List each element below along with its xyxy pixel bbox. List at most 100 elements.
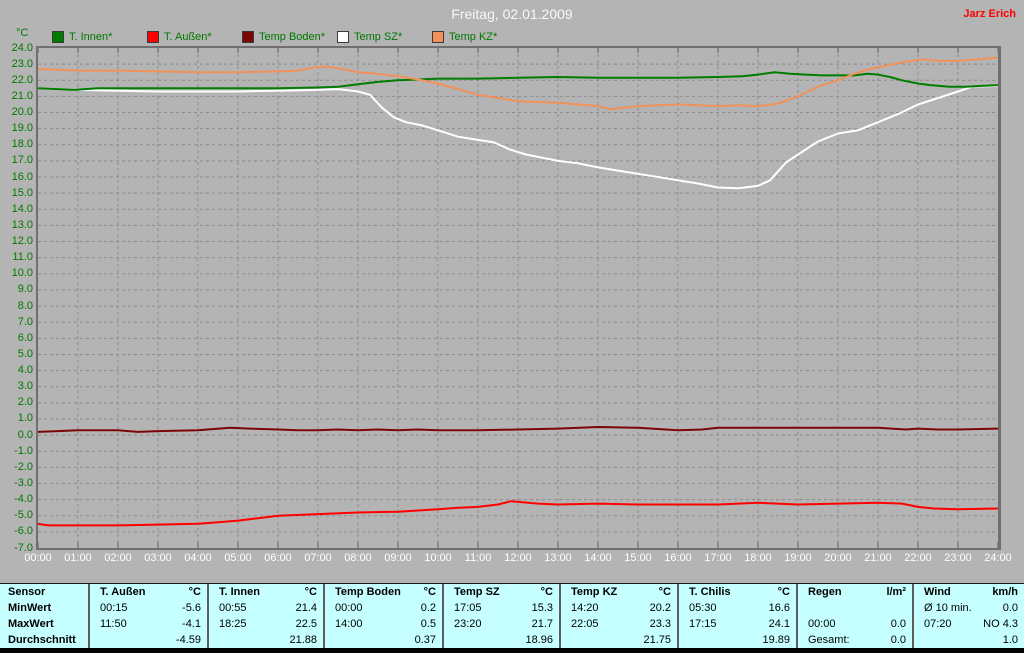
stat-time-value: 00:55 <box>219 602 247 614</box>
stat-value: 20.2 <box>649 602 671 614</box>
y-tick-label: 23.0 <box>11 57 33 70</box>
legend-item-temp-boden: Temp Boden* <box>242 30 325 43</box>
stat-cell-t-au-en-r1: 00:15 -5.6 <box>88 600 207 616</box>
y-axis-unit-label: °C <box>16 27 29 39</box>
stat-time-value: 14:00 <box>335 618 363 630</box>
stat-value: 0.37 <box>414 634 436 646</box>
series-line-temp-kz <box>38 56 998 111</box>
legend-swatch-t-innen <box>52 30 64 43</box>
y-tick-label: 1.0 <box>17 412 33 425</box>
stat-column-unit: °C <box>423 586 436 598</box>
y-tick-label: 14.0 <box>11 202 33 215</box>
stat-row-label: Durchschnitt <box>8 634 76 646</box>
stat-time-value: 00:00 <box>335 602 363 614</box>
y-tick-label: 11.0 <box>12 251 33 264</box>
stat-value: -5.6 <box>182 602 201 614</box>
x-tick-label: 04:00 <box>184 552 212 564</box>
stat-row-label: MaxWert <box>8 618 54 630</box>
stat-cell-temp-kz-r3: 21.75 <box>559 632 677 648</box>
stat-column-unit: °C <box>304 586 317 598</box>
legend-swatch-temp-sz <box>337 30 349 43</box>
x-tick-label: 23:00 <box>944 552 972 564</box>
stat-column-name: Temp KZ <box>571 586 618 598</box>
x-tick-label: 19:00 <box>784 552 812 564</box>
y-tick-label: 13.0 <box>11 218 33 231</box>
x-tick-label: 08:00 <box>344 552 372 564</box>
y-tick-label: 24.0 <box>11 41 33 54</box>
legend-item-t-innen: T. Innen* <box>52 30 112 43</box>
legend-swatch-temp-boden <box>242 30 254 43</box>
stat-value: NO 4.3 <box>983 618 1018 630</box>
stat-row-label: MinWert <box>8 602 52 614</box>
stat-value: 1.0 <box>1002 634 1018 646</box>
stat-time-value: 17:05 <box>454 602 482 614</box>
x-tick-label: 17:00 <box>704 552 732 564</box>
stat-time-value: Gesamt: <box>808 634 850 646</box>
y-tick-label: -5.0 <box>14 509 33 522</box>
stat-column-name: T. Innen <box>219 586 260 598</box>
bottom-strip <box>0 648 1024 653</box>
y-tick-label: -2.0 <box>14 460 33 473</box>
x-tick-label: 03:00 <box>144 552 172 564</box>
stat-value: 0.5 <box>420 618 436 630</box>
stat-cell-wind-r3: 1.0 <box>912 632 1024 648</box>
stat-cell-temp-sz-r2: 23:20 21.7 <box>442 616 559 632</box>
x-tick-label: 20:00 <box>824 552 852 564</box>
stat-table-corner-header: Sensor <box>8 586 46 598</box>
stat-cell-wind-r0: Wind km/h <box>912 584 1024 600</box>
y-tick-label: 10.0 <box>11 267 33 280</box>
y-tick-label: 18.0 <box>11 138 33 151</box>
stat-time-value: 22:05 <box>571 618 599 630</box>
series-line-temp-sz <box>38 84 998 190</box>
stat-column-unit: km/h <box>992 586 1018 598</box>
x-tick-label: 14:00 <box>584 552 612 564</box>
y-tick-label: 8.0 <box>17 299 33 312</box>
x-tick-label: 06:00 <box>264 552 292 564</box>
stat-cell-temp-boden-r3: 0.37 <box>323 632 442 648</box>
stat-value: -4.59 <box>175 634 201 646</box>
x-tick-label: 05:00 <box>224 552 252 564</box>
y-tick-label: 19.0 <box>11 122 33 135</box>
legend-swatch-temp-kz <box>432 30 444 43</box>
stat-value: 16.6 <box>768 602 790 614</box>
stat-cell-temp-sz-r3: 18.96 <box>442 632 559 648</box>
x-tick-label: 24:00 <box>984 552 1012 564</box>
stat-cell-t-au-en-r3: -4.59 <box>88 632 207 648</box>
y-tick-label: 3.0 <box>17 380 33 393</box>
stat-column-unit: °C <box>777 586 790 598</box>
chart-plot-area <box>36 46 1001 550</box>
y-tick-label: 16.0 <box>11 170 33 183</box>
legend-swatch-t-au-en <box>147 30 159 43</box>
stat-cell-t-au-en-r0: T. Außen °C <box>88 584 207 600</box>
stat-time-value: 23:20 <box>454 618 482 630</box>
stat-cell-regen-r1 <box>796 600 912 616</box>
y-tick-label: 21.0 <box>11 89 33 102</box>
x-tick-label: 09:00 <box>384 552 412 564</box>
stat-cell-temp-boden-r0: Temp Boden °C <box>323 584 442 600</box>
stat-column-unit: °C <box>540 586 553 598</box>
stat-column-unit: l/m² <box>886 586 906 598</box>
stat-column-unit: °C <box>658 586 671 598</box>
stat-value: 21.88 <box>289 634 317 646</box>
x-tick-label: 07:00 <box>304 552 332 564</box>
stat-cell-t-chilis-r1: 05:30 16.6 <box>677 600 796 616</box>
stat-time-value: Ø 10 min. <box>924 602 972 614</box>
stat-column-name: Temp Boden <box>335 586 401 598</box>
y-tick-label: 0.0 <box>17 428 33 441</box>
stat-cell-t-innen-r3: 21.88 <box>207 632 323 648</box>
stat-cell-wind-r2: 07:20 NO 4.3 <box>912 616 1024 632</box>
legend-label: Temp SZ* <box>354 30 403 43</box>
stat-value: 22.5 <box>295 618 317 630</box>
stat-value: 0.0 <box>1002 602 1018 614</box>
stat-cell-temp-kz-r2: 22:05 23.3 <box>559 616 677 632</box>
stat-cell-temp-boden-r1: 00:00 0.2 <box>323 600 442 616</box>
stat-cell-t-innen-r0: T. Innen °C <box>207 584 323 600</box>
stat-value: 23.3 <box>649 618 671 630</box>
stat-cell-t-chilis-r3: 19.89 <box>677 632 796 648</box>
y-tick-label: 9.0 <box>17 283 33 296</box>
stat-cell-temp-sz-r0: Temp SZ °C <box>442 584 559 600</box>
y-tick-label: -4.0 <box>14 493 33 506</box>
user-name: Jarz Erich <box>963 8 1016 20</box>
stat-time-value: 11:50 <box>100 618 127 630</box>
y-tick-label: 7.0 <box>17 315 33 328</box>
